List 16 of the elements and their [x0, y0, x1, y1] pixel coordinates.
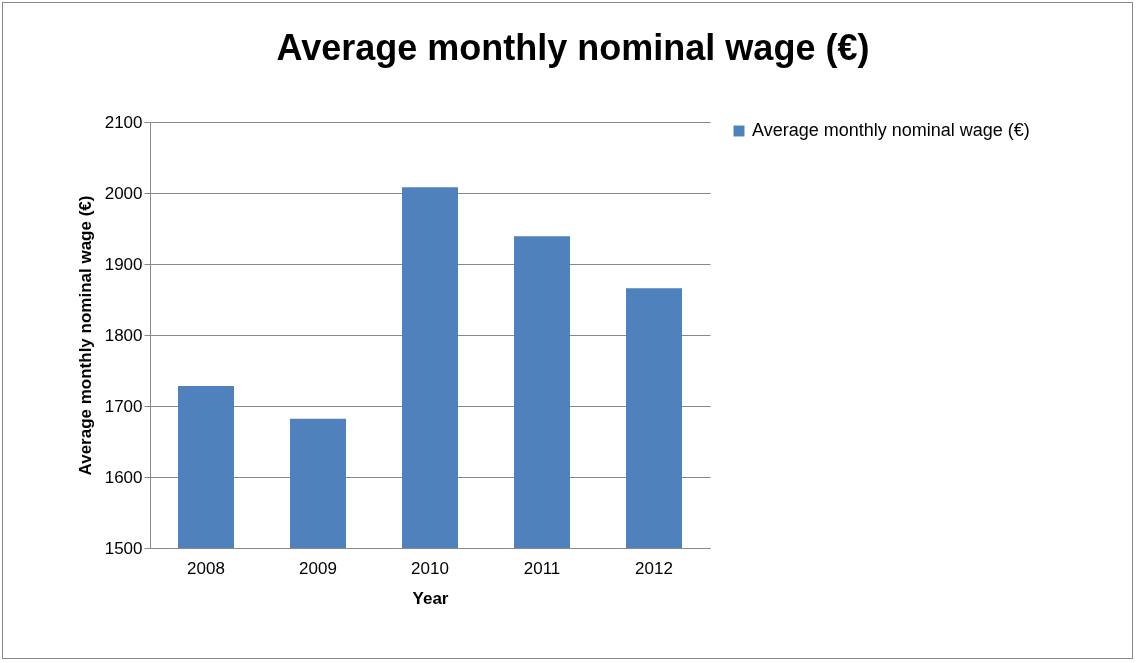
y-tick-label: 1900: [104, 254, 143, 274]
y-tick-label: 1600: [104, 467, 143, 487]
x-tick-label: 2010: [411, 558, 449, 578]
y-tick-label: 2100: [104, 112, 143, 132]
y-axis-title: Average monthly nominal wage (€): [75, 195, 95, 476]
chart-title: Average monthly nominal wage (€): [276, 27, 870, 68]
x-tick-label: 2012: [635, 558, 673, 578]
x-tick-label: 2009: [299, 558, 337, 578]
y-tick-label: 2000: [104, 183, 143, 203]
x-tick-label: 2011: [523, 558, 561, 578]
x-axis-title: Year: [412, 588, 449, 608]
legend-label: Average monthly nominal wage (€): [752, 120, 1030, 140]
y-tick-label: 1500: [104, 538, 143, 558]
x-tick-label: 2008: [187, 558, 225, 578]
y-tick-label: 1700: [104, 396, 143, 416]
y-tick-label: 1800: [104, 325, 143, 345]
